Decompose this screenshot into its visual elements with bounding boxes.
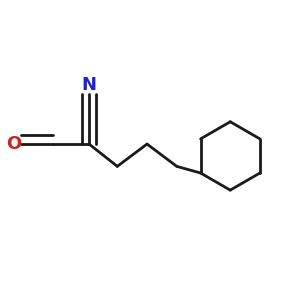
Text: O: O	[6, 135, 21, 153]
Text: N: N	[82, 76, 97, 94]
